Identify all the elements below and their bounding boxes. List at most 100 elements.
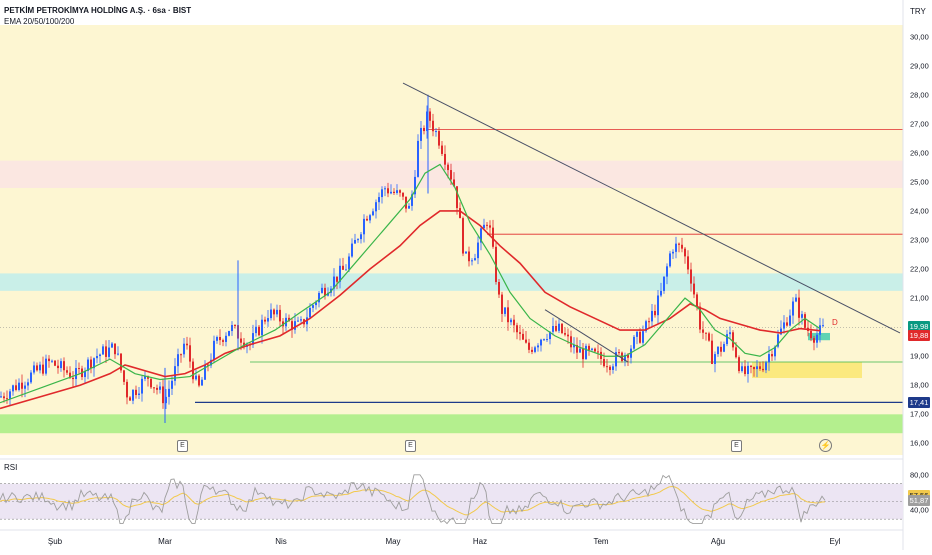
candle-body	[708, 333, 710, 341]
rsi-band	[0, 483, 903, 520]
candle-body	[738, 357, 740, 372]
rsi-tick-label: 80,00	[910, 470, 929, 480]
candle-body	[381, 189, 383, 198]
candle-body	[45, 358, 47, 374]
candle-body	[540, 339, 542, 346]
candle-body	[144, 376, 146, 379]
candle-body	[102, 346, 104, 355]
candle-body	[339, 265, 341, 282]
candle-body	[666, 266, 668, 277]
y-tick-label: 25,00	[910, 177, 929, 187]
candle-body	[207, 364, 209, 366]
support-zone	[0, 414, 903, 434]
candle-body	[378, 197, 380, 203]
candle-body	[405, 196, 407, 209]
candle-body	[678, 243, 680, 245]
candle-body	[300, 319, 302, 321]
candle-body	[3, 396, 5, 399]
candle-body	[468, 251, 470, 262]
candle-body	[495, 246, 497, 282]
y-tick-label: 26,00	[910, 148, 929, 158]
candle-body	[33, 365, 35, 373]
candle-body	[459, 208, 461, 219]
candle-body	[6, 398, 8, 400]
candle-body	[603, 358, 605, 367]
candle-body	[729, 332, 731, 335]
candle-body	[660, 290, 662, 296]
earnings-marker[interactable]: E	[731, 440, 742, 452]
candle-body	[726, 334, 728, 345]
candle-body	[264, 319, 266, 322]
candle-body	[120, 353, 122, 371]
candle-body	[63, 361, 65, 371]
candle-body	[633, 336, 635, 349]
candle-body	[657, 295, 659, 316]
candle-body	[522, 333, 524, 340]
candle-body	[528, 342, 530, 350]
dividend-marker[interactable]: D	[832, 318, 838, 327]
candle-body	[93, 358, 95, 369]
candle-body	[516, 325, 518, 333]
flash-icon[interactable]: ⚡	[819, 439, 832, 452]
candle-body	[735, 347, 737, 358]
candle-body	[15, 385, 17, 390]
candle-body	[672, 251, 674, 254]
candle-body	[180, 354, 182, 356]
candle-body	[366, 218, 368, 221]
x-tick-label: Mar	[158, 537, 172, 546]
candle-body	[663, 276, 665, 291]
candle-body	[204, 364, 206, 380]
candle-body	[762, 368, 764, 371]
candle-body	[0, 396, 2, 398]
candle-body	[783, 322, 785, 329]
candle-body	[162, 386, 164, 404]
rsi-label: RSI	[4, 463, 18, 472]
candle-body	[258, 326, 260, 336]
candle-body	[570, 336, 572, 348]
candle-body	[615, 352, 617, 367]
candle-body	[252, 333, 254, 345]
candle-body	[333, 276, 335, 289]
candle-body	[798, 297, 800, 318]
candle-body	[585, 345, 587, 360]
candle-body	[291, 321, 293, 330]
candle-body	[363, 218, 365, 235]
candle-body	[720, 346, 722, 352]
y-tick-label: 21,00	[910, 293, 929, 303]
candle-body	[744, 366, 746, 375]
candle-body	[189, 345, 191, 362]
candle-body	[372, 211, 374, 216]
earnings-marker[interactable]: E	[405, 440, 416, 452]
trend-line	[544, 309, 629, 363]
candle-body	[696, 294, 698, 307]
candle-body	[498, 281, 500, 295]
candle-body	[213, 340, 215, 360]
candle-body	[429, 111, 431, 121]
candle-body	[558, 323, 560, 331]
candle-body	[690, 269, 692, 284]
candle-body	[114, 343, 116, 355]
candle-body	[486, 224, 488, 226]
y-tick-label: 29,00	[910, 61, 929, 71]
candle-body	[639, 331, 641, 343]
candle-body	[48, 358, 50, 362]
candle-body	[465, 251, 467, 254]
candle-body	[624, 354, 626, 362]
candle-body	[9, 391, 11, 399]
candle-body	[492, 227, 494, 247]
earnings-marker[interactable]: E	[177, 440, 188, 452]
candle-body	[309, 307, 311, 318]
candle-body	[750, 365, 752, 368]
rsi-tick-label: 40,00	[910, 505, 929, 515]
candle-body	[474, 258, 476, 261]
candle-body	[117, 353, 119, 355]
candle-body	[537, 345, 539, 348]
candle-body	[261, 319, 263, 336]
price-tag: 19,88	[908, 329, 930, 341]
candle-body	[693, 283, 695, 295]
candle-body	[153, 387, 155, 389]
candle-body	[747, 365, 749, 375]
candle-body	[792, 301, 794, 316]
